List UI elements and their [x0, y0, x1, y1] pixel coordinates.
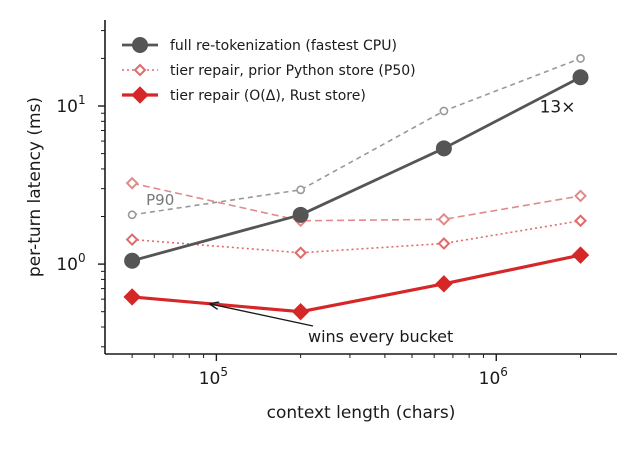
series-1-point: [296, 185, 306, 195]
series-3-point: [437, 212, 451, 226]
legend-label: full re-tokenization (fastest CPU): [170, 38, 397, 54]
series-3: [125, 176, 587, 228]
annotation-layer: P90 13× wins every bucket: [146, 97, 575, 346]
series-0-line: [131, 76, 582, 263]
legend-item: tier repair (O(Δ), Rust store): [122, 86, 366, 104]
series-0-point: [124, 252, 141, 269]
ticks: 105 106 100 101: [56, 30, 582, 389]
series-layer: [123, 54, 590, 321]
series-0-point: [572, 69, 589, 86]
series-4: [123, 246, 590, 321]
wins-arrow: [210, 304, 314, 327]
series-1-point: [576, 54, 585, 63]
series-1: [127, 54, 585, 220]
series-1-point: [439, 106, 449, 116]
series-0: [124, 69, 589, 269]
legend-label: tier repair, prior Python store (P50): [170, 63, 416, 79]
legend: full re-tokenization (fastest CPU) tier r…: [122, 37, 416, 104]
series-2-point: [574, 214, 587, 228]
series-1-point: [127, 210, 137, 220]
series-0-point: [435, 140, 452, 157]
legend-label: tier repair (O(Δ), Rust store): [170, 88, 366, 104]
series-4-point: [291, 302, 310, 321]
x-tick-label: 105: [199, 365, 228, 389]
legend-item: full re-tokenization (fastest CPU): [122, 37, 397, 54]
series-4-line: [131, 253, 581, 314]
series-0-point: [292, 206, 309, 223]
wins-label: wins every bucket: [308, 327, 453, 346]
series-2-point: [125, 233, 139, 246]
legend-marker: [132, 37, 148, 53]
legend-marker: [133, 63, 147, 77]
series-2-line: [132, 219, 581, 254]
series-2: [125, 214, 587, 260]
legend-item: tier repair, prior Python store (P50): [122, 63, 416, 79]
y-tick-label: 101: [56, 93, 85, 117]
speedup-label: 13×: [540, 97, 576, 117]
y-axis-label: per-turn latency (ms): [25, 97, 45, 277]
x-tick-label: 106: [479, 365, 508, 389]
series-4-point: [571, 246, 590, 264]
series-1-line: [132, 57, 581, 216]
series-3-point: [125, 176, 139, 190]
series-2-point: [437, 237, 451, 250]
legend-marker: [131, 86, 149, 104]
y-tick-label: 100: [56, 251, 85, 275]
p90-label: P90: [146, 191, 174, 209]
series-3-point: [574, 189, 587, 203]
x-axis-label: context length (chars): [267, 403, 456, 423]
series-2-point: [294, 246, 308, 260]
series-3-line: [131, 182, 581, 222]
axes: [104, 20, 617, 355]
series-4-point: [123, 288, 141, 306]
series-4-point: [435, 275, 453, 293]
